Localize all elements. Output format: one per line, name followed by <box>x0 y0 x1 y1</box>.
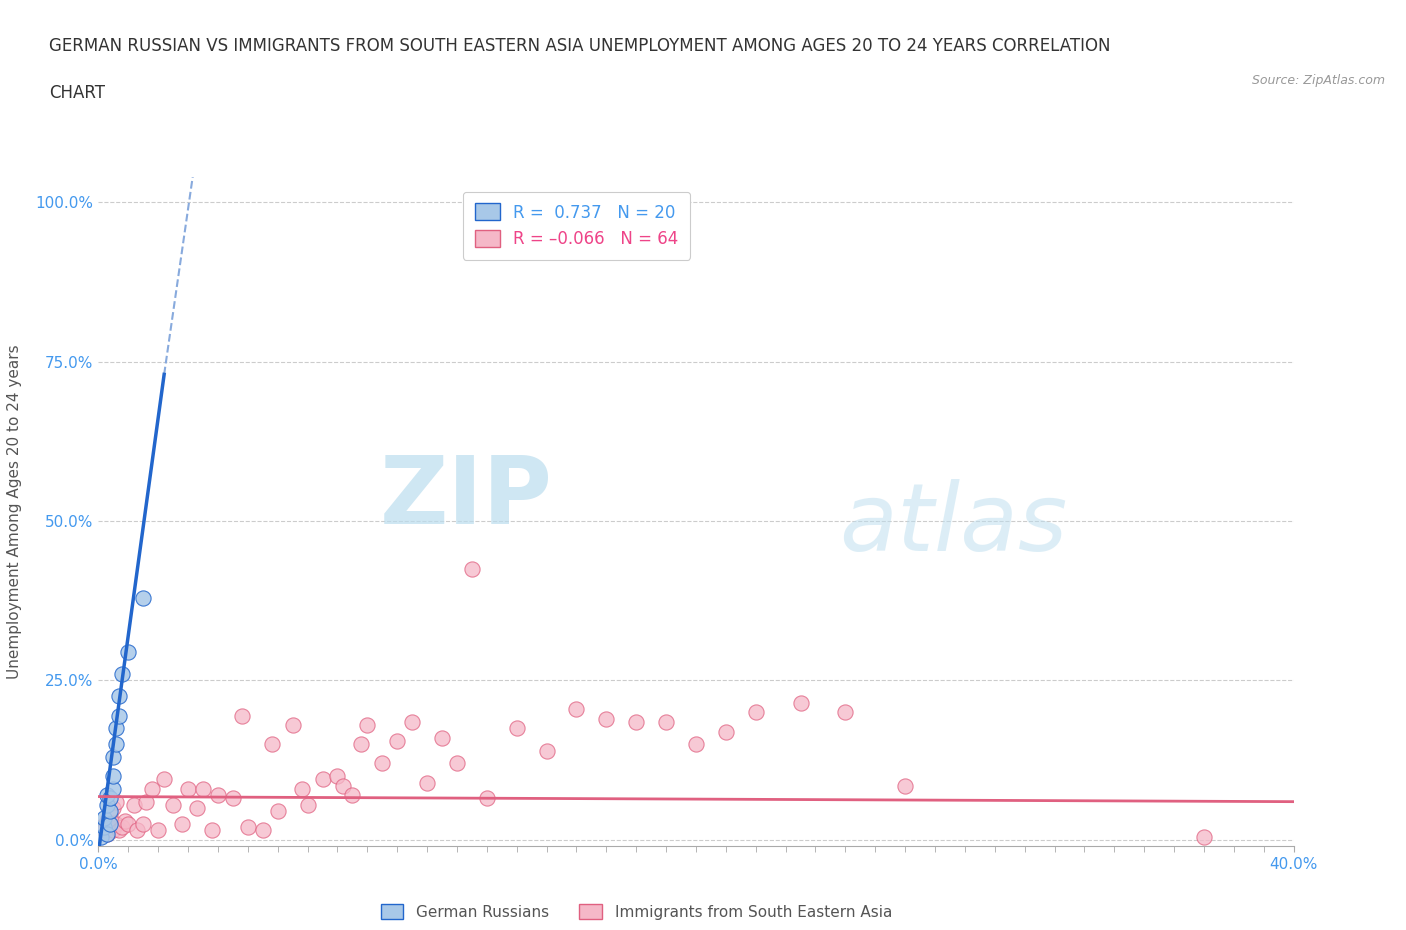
Point <box>177 781 200 796</box>
Point <box>260 737 283 751</box>
Point <box>98 819 122 834</box>
Point <box>461 562 484 577</box>
Point <box>332 778 354 793</box>
Point <box>186 801 208 816</box>
Point <box>290 781 312 796</box>
Point <box>132 817 155 831</box>
Point <box>96 797 118 812</box>
Point <box>745 705 768 720</box>
Point <box>98 804 122 818</box>
Point <box>297 797 319 812</box>
Point <box>714 724 737 739</box>
Point <box>108 708 131 723</box>
Point <box>93 823 115 838</box>
Point <box>201 823 224 838</box>
Point <box>153 772 176 787</box>
Point <box>894 778 917 793</box>
Point <box>103 823 125 838</box>
Point <box>124 797 146 812</box>
Point <box>685 737 707 751</box>
Point <box>98 791 122 806</box>
Point <box>98 807 122 822</box>
Point <box>252 823 274 838</box>
Point <box>114 814 136 829</box>
Point <box>93 810 115 825</box>
Point <box>789 696 811 711</box>
Point <box>103 769 125 784</box>
Point <box>655 714 678 729</box>
Point <box>834 705 856 720</box>
Text: ZIP: ZIP <box>380 452 553 544</box>
Point <box>385 734 409 749</box>
Point <box>108 823 131 838</box>
Text: atlas: atlas <box>839 479 1067 570</box>
Point <box>536 743 558 758</box>
Point <box>222 791 245 806</box>
Point <box>96 826 118 841</box>
Point <box>105 721 128 736</box>
Point <box>98 817 122 831</box>
Point <box>231 708 253 723</box>
Point <box>624 714 647 729</box>
Point <box>141 781 163 796</box>
Point <box>105 817 128 831</box>
Point <box>350 737 373 751</box>
Point <box>127 823 149 838</box>
Point <box>430 730 453 745</box>
Point <box>506 721 529 736</box>
Point <box>148 823 170 838</box>
Text: Source: ZipAtlas.com: Source: ZipAtlas.com <box>1251 74 1385 87</box>
Point <box>105 737 128 751</box>
Point <box>105 794 128 809</box>
Y-axis label: Unemployment Among Ages 20 to 24 years: Unemployment Among Ages 20 to 24 years <box>7 344 21 679</box>
Text: GERMAN RUSSIAN VS IMMIGRANTS FROM SOUTH EASTERN ASIA UNEMPLOYMENT AMONG AGES 20 : GERMAN RUSSIAN VS IMMIGRANTS FROM SOUTH … <box>49 37 1111 55</box>
Point <box>96 826 118 841</box>
Point <box>342 788 364 803</box>
Point <box>191 781 214 796</box>
Point <box>96 814 118 829</box>
Point <box>117 817 139 831</box>
Point <box>90 819 112 834</box>
Point <box>207 788 229 803</box>
Point <box>475 791 498 806</box>
Point <box>281 718 304 733</box>
Text: CHART: CHART <box>49 84 105 101</box>
Point <box>117 644 139 659</box>
Point <box>311 772 333 787</box>
Point <box>236 819 259 834</box>
Point <box>401 714 423 729</box>
Point <box>90 830 112 844</box>
Point <box>103 750 125 764</box>
Point <box>475 220 498 235</box>
Point <box>371 756 394 771</box>
Point <box>356 718 378 733</box>
Point <box>326 769 349 784</box>
Point <box>595 711 617 726</box>
Point <box>416 775 439 790</box>
Point <box>132 591 155 605</box>
Point <box>96 788 118 803</box>
Point <box>108 689 131 704</box>
Point <box>111 667 134 682</box>
Legend: German Russians, Immigrants from South Eastern Asia: German Russians, Immigrants from South E… <box>374 897 898 925</box>
Point <box>267 804 290 818</box>
Point <box>135 794 157 809</box>
Point <box>446 756 468 771</box>
Point <box>162 797 184 812</box>
Point <box>172 817 194 831</box>
Point <box>103 781 125 796</box>
Point <box>93 819 115 834</box>
Point <box>565 702 588 717</box>
Point <box>103 801 125 816</box>
Point <box>1192 830 1215 844</box>
Point <box>111 819 134 834</box>
